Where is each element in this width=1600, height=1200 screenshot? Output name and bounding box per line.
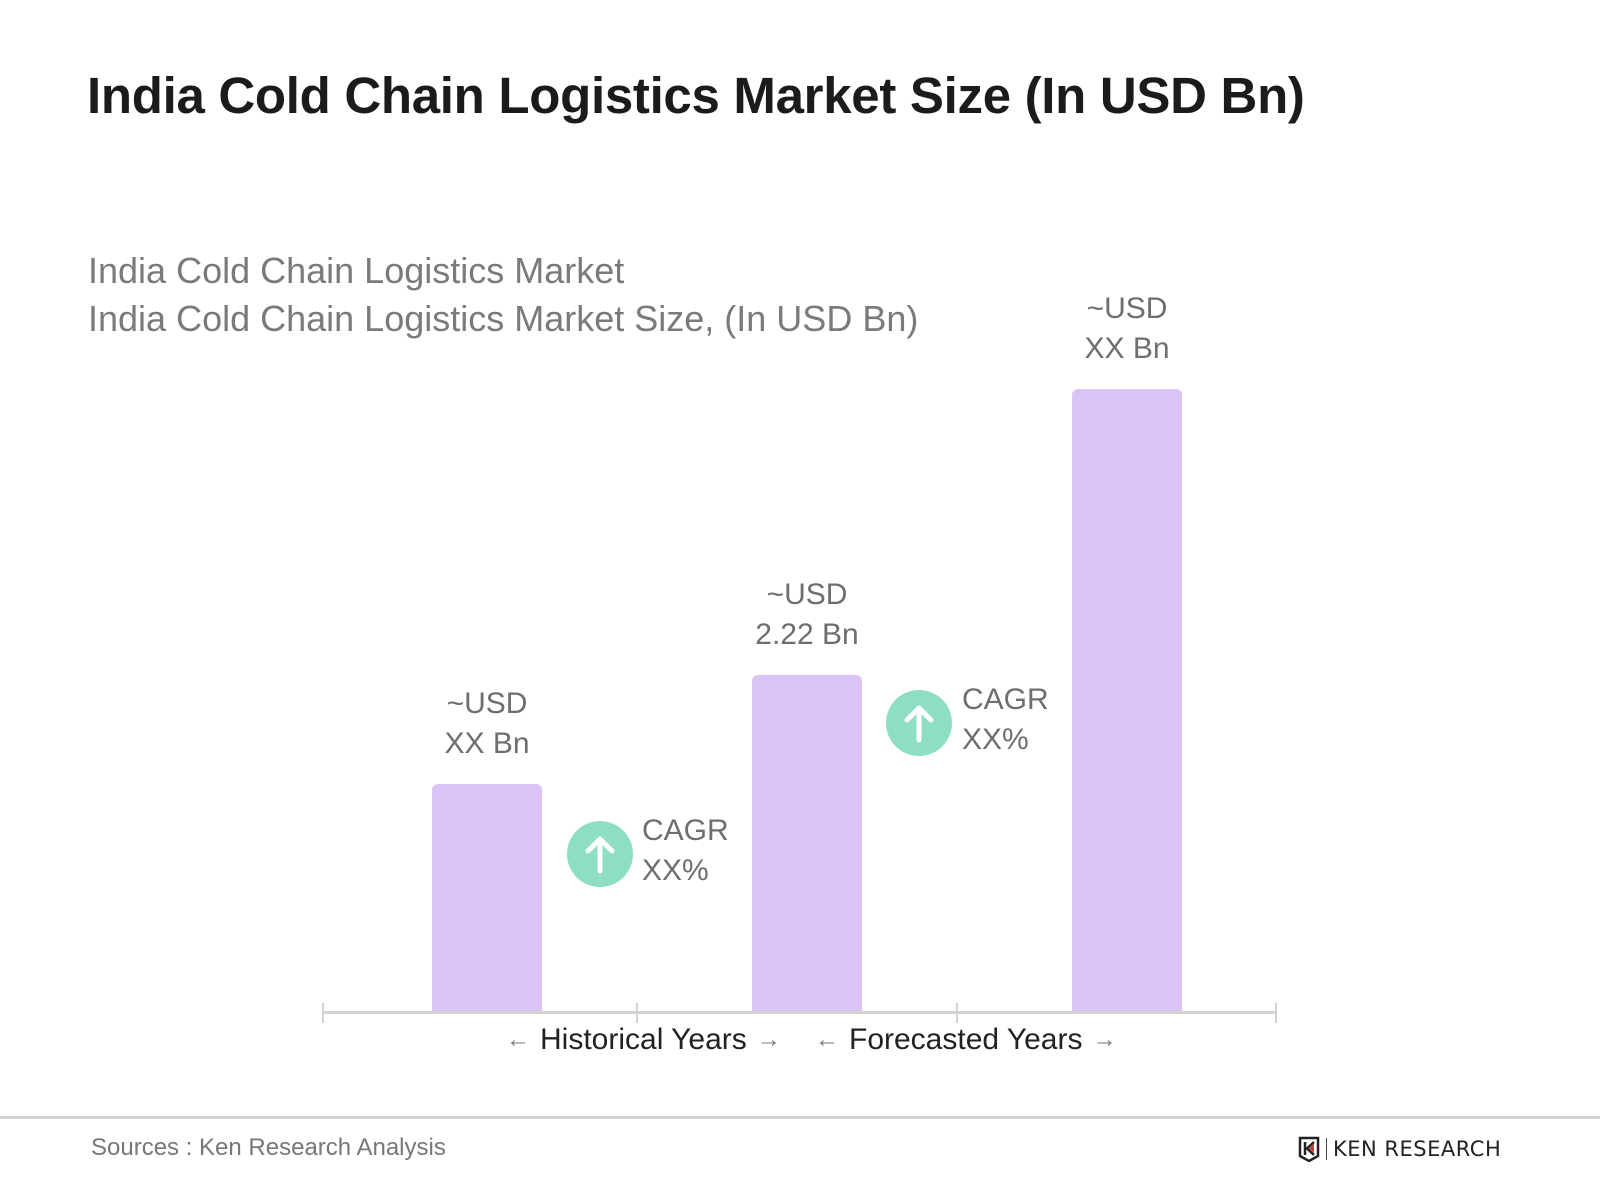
arrow-right-icon: → — [756, 1026, 781, 1053]
cagr-label: CAGR — [642, 814, 729, 847]
bar-value-line1: ~USD — [1086, 292, 1168, 325]
x-axis-tick — [1275, 1003, 1277, 1023]
bar-value-label: ~USD XX Bn — [1027, 289, 1227, 369]
x-group-historical: ← Historical Years → — [506, 1023, 781, 1057]
bar-value-line2: XX Bn — [444, 727, 530, 761]
x-group-forecasted: ← Forecasted Years → — [815, 1023, 1116, 1057]
cagr-annotation-1: CAGR XX% — [642, 811, 729, 891]
x-group-label: Forecasted Years — [849, 1023, 1083, 1056]
subtitle-line-1: India Cold Chain Logistics Market — [88, 250, 625, 291]
x-group-label: Historical Years — [540, 1023, 747, 1056]
x-axis-tick — [636, 1003, 638, 1023]
bar-value-line2: XX Bn — [1084, 332, 1170, 365]
subtitle-line-2: India Cold Chain Logistics Market Size, … — [88, 298, 919, 339]
ken-research-logo: KEN RESEARCH — [1298, 1136, 1501, 1162]
x-axis-tick — [322, 1003, 324, 1023]
cagr-value: XX% — [642, 854, 709, 887]
x-axis-tick — [956, 1003, 958, 1023]
footer-divider — [0, 1116, 1600, 1119]
ken-logo-icon — [1298, 1136, 1320, 1162]
bar-value-label: ~USD 2.22 Bn — [707, 575, 907, 655]
cagr-label: CAGR — [962, 683, 1049, 716]
arrow-left-icon: ← — [506, 1026, 530, 1053]
bar-2 — [752, 674, 862, 1012]
arrow-up-circle-icon — [886, 690, 952, 756]
bar-1 — [432, 784, 542, 1012]
logo-text: KEN RESEARCH — [1333, 1137, 1502, 1161]
arrow-right-icon: → — [1092, 1026, 1117, 1053]
bar-value-line2: 2.22 Bn — [755, 617, 859, 651]
arrow-up-circle-icon — [567, 821, 633, 887]
bar-3 — [1072, 389, 1182, 1012]
cagr-annotation-2: CAGR XX% — [962, 680, 1049, 760]
bar-value-label: ~USD XX Bn — [387, 684, 587, 764]
bar-value-line1: ~USD — [766, 577, 848, 611]
bar-value-line1: ~USD — [446, 687, 528, 721]
x-axis-line — [323, 1011, 1276, 1014]
source-note: Sources : Ken Research Analysis — [91, 1134, 446, 1161]
cagr-value: XX% — [962, 723, 1029, 756]
arrow-left-icon: ← — [815, 1026, 839, 1053]
logo-divider — [1326, 1138, 1327, 1160]
chart-title: India Cold Chain Logistics Market Size (… — [87, 67, 1305, 124]
